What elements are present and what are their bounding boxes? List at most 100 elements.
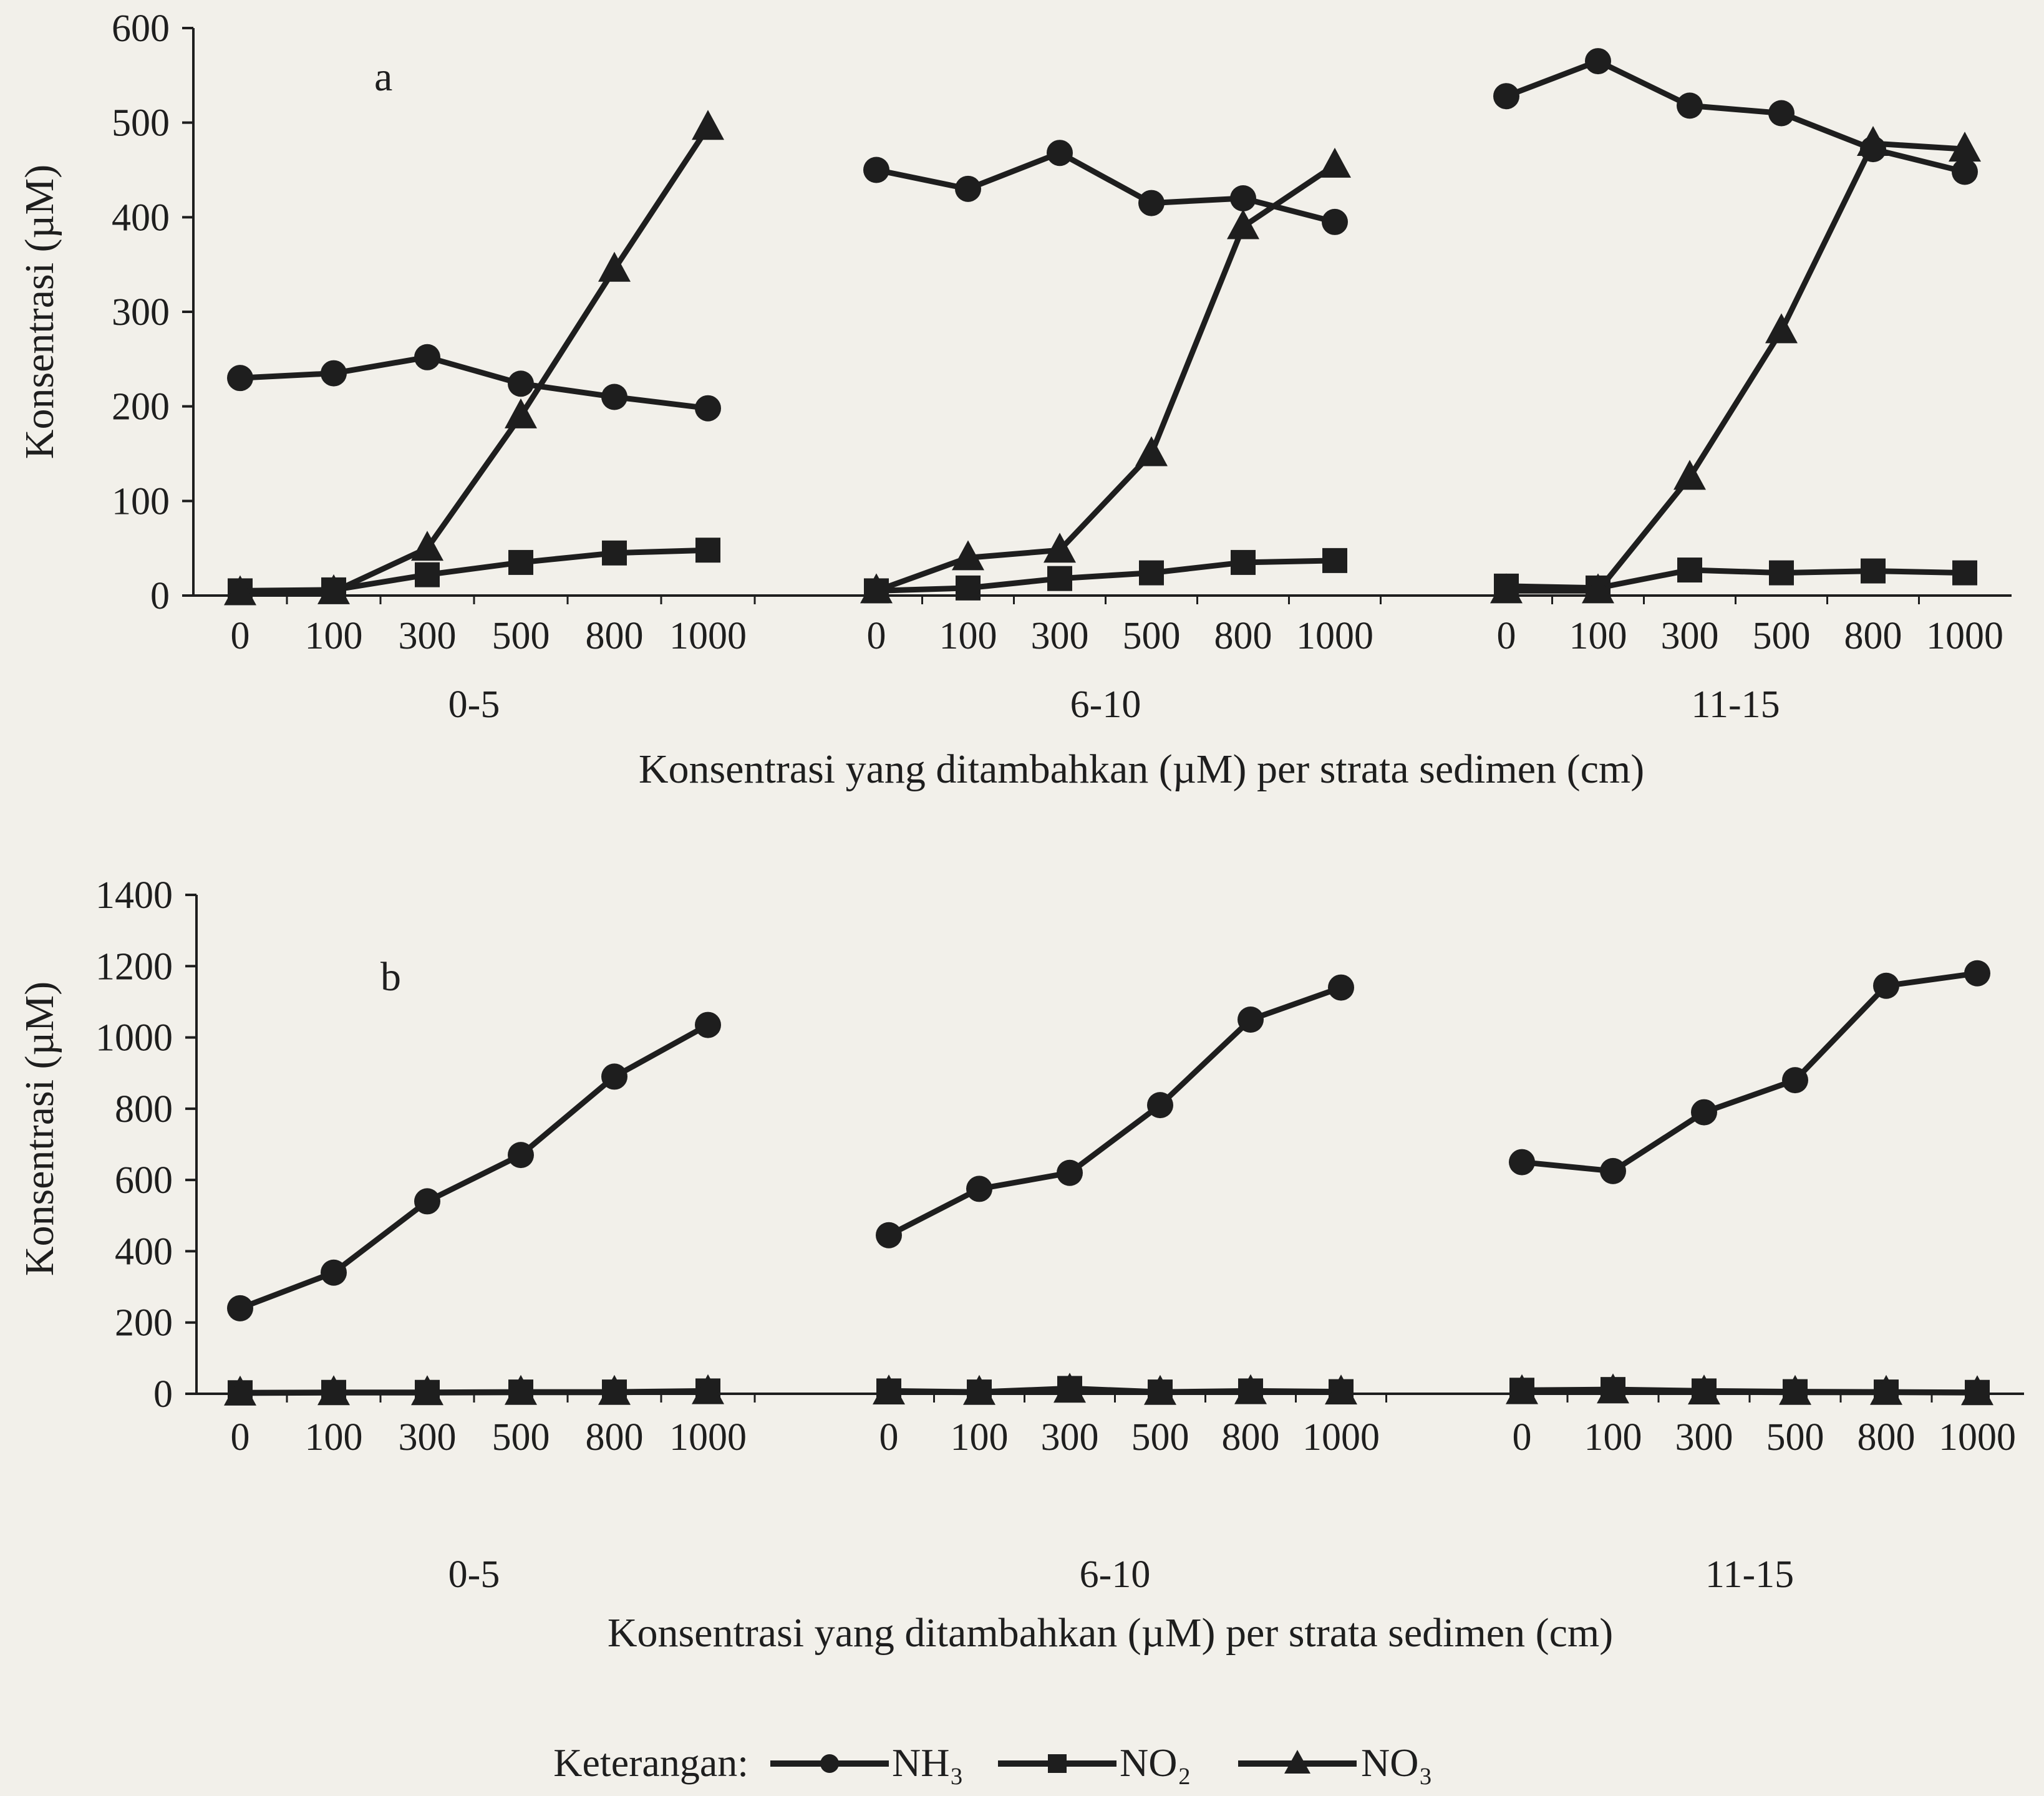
triangle-marker — [963, 1374, 995, 1405]
x-tick-label: 1000 — [1926, 615, 2003, 657]
triangle-marker — [505, 398, 537, 428]
y-tick-label: 1000 — [95, 1017, 173, 1060]
x-tick-label: 800 — [1844, 615, 1902, 657]
triangle-marker — [1234, 1374, 1267, 1404]
triangle-marker — [1582, 573, 1614, 604]
legend-title: Keterangan: — [553, 1740, 748, 1785]
panel-a-label: a — [374, 54, 392, 100]
series-line-no3 — [240, 1389, 709, 1396]
square-marker — [1047, 566, 1072, 591]
x-tick-label: 300 — [1041, 1416, 1099, 1459]
triangle-marker — [952, 540, 984, 571]
triangle-marker — [1325, 1374, 1357, 1405]
x-tick-label: 100 — [305, 615, 363, 657]
triangle-marker — [1053, 1373, 1086, 1403]
y-tick-label: 1400 — [95, 874, 173, 917]
circle-marker — [601, 1063, 627, 1090]
x-tick-label: 0 — [231, 615, 250, 657]
group-label: 6-10 — [1080, 1553, 1151, 1596]
square-marker — [1952, 560, 1977, 586]
triangle-marker — [1597, 1373, 1629, 1404]
legend-label-no3: NO₃ — [1361, 1740, 1433, 1785]
x-tick-label: 1000 — [1302, 1416, 1380, 1459]
x-tick-label: 1000 — [669, 1416, 747, 1459]
triangle-marker — [505, 1374, 537, 1405]
panel-a-x-axis-title: Konsentrasi yang ditambahkan (µM) per st… — [639, 746, 1644, 792]
x-tick-label: 0 — [867, 615, 886, 657]
y-tick-label: 600 — [115, 1159, 173, 1202]
circle-marker — [1322, 208, 1348, 235]
series-line-nh3 — [1521, 970, 1978, 1174]
triangle-marker — [692, 110, 724, 140]
y-tick-label: 400 — [112, 196, 170, 239]
x-tick-label: 800 — [586, 615, 644, 657]
y-tick-label: 200 — [115, 1302, 173, 1345]
square-marker — [602, 540, 627, 566]
y-tick-label: 500 — [112, 102, 170, 145]
x-tick-label: 1000 — [1296, 615, 1373, 657]
panel-b-x-axis-title: Konsentrasi yang ditambahkan (µM) per st… — [608, 1610, 1613, 1656]
circle-marker — [321, 1259, 347, 1286]
triangle-marker — [1688, 1374, 1720, 1405]
triangle-marker — [1870, 1374, 1902, 1405]
x-tick-label: 1000 — [1939, 1416, 2016, 1459]
circle-marker — [1238, 1007, 1264, 1033]
y-tick-label: 800 — [115, 1088, 173, 1131]
legend: Keterangan: NH₃ NO₂ NO₃ — [553, 1740, 1432, 1785]
x-tick-label: 300 — [1675, 1416, 1733, 1459]
y-tick-label: 0 — [153, 1373, 173, 1416]
triangle-marker — [860, 573, 893, 604]
x-tick-label: 1000 — [669, 615, 747, 657]
legend-item-no2: NO₂ — [998, 1740, 1191, 1785]
triangle-marker — [1227, 209, 1259, 239]
triangle-marker — [1765, 313, 1798, 344]
series-line-no2 — [1506, 567, 1965, 591]
x-tick-label: 0 — [1513, 1416, 1532, 1459]
triangle-marker — [224, 1375, 256, 1406]
x-tick-label: 800 — [586, 1416, 644, 1459]
circle-marker — [227, 365, 253, 392]
circle-marker — [1952, 158, 1978, 185]
x-tick-label: 100 — [1569, 615, 1627, 657]
circle-marker — [1147, 1092, 1173, 1119]
square-marker — [1322, 548, 1347, 573]
circle-marker — [863, 157, 889, 183]
circle-marker — [414, 1188, 440, 1215]
x-tick-label: 500 — [492, 1416, 550, 1459]
circle-marker — [321, 360, 347, 387]
circle-marker — [966, 1176, 992, 1202]
circle-marker — [601, 384, 627, 410]
x-tick-label: 100 — [1584, 1416, 1642, 1459]
square-marker — [1231, 549, 1256, 575]
circle-marker — [1328, 974, 1354, 1001]
circle-marker — [1230, 185, 1256, 211]
circle-marker — [227, 1295, 253, 1321]
triangle-marker — [598, 251, 631, 282]
triangle-marker — [1961, 1375, 1993, 1406]
legend-label-nh3: NH₃ — [892, 1740, 964, 1785]
series-line-no3 — [875, 163, 1337, 594]
square-marker — [1861, 558, 1886, 584]
legend-circle-marker — [820, 1754, 839, 1773]
panel-b-y-axis-title: Konsentrasi (µM) — [17, 982, 62, 1276]
square-marker — [1677, 558, 1702, 583]
circle-marker — [414, 344, 440, 370]
circle-marker — [1057, 1159, 1083, 1186]
triangle-marker — [598, 1374, 631, 1405]
x-tick-label: 500 — [1766, 1416, 1824, 1459]
legend-item-nh3: NH₃ — [770, 1740, 964, 1785]
triangle-marker — [873, 1374, 905, 1405]
y-tick-label: 400 — [115, 1230, 173, 1273]
triangle-marker — [1490, 573, 1523, 604]
series-line-nh3 — [876, 150, 1336, 225]
y-tick-label: 0 — [150, 575, 170, 617]
group-label: 0-5 — [448, 683, 500, 726]
panel-b-label: b — [380, 954, 401, 1000]
circle-marker — [508, 1142, 534, 1169]
x-tick-label: 0 — [1497, 615, 1516, 657]
circle-marker — [1600, 1157, 1626, 1184]
circle-marker — [1047, 140, 1073, 167]
legend-item-no3: NO₃ — [1238, 1740, 1433, 1785]
